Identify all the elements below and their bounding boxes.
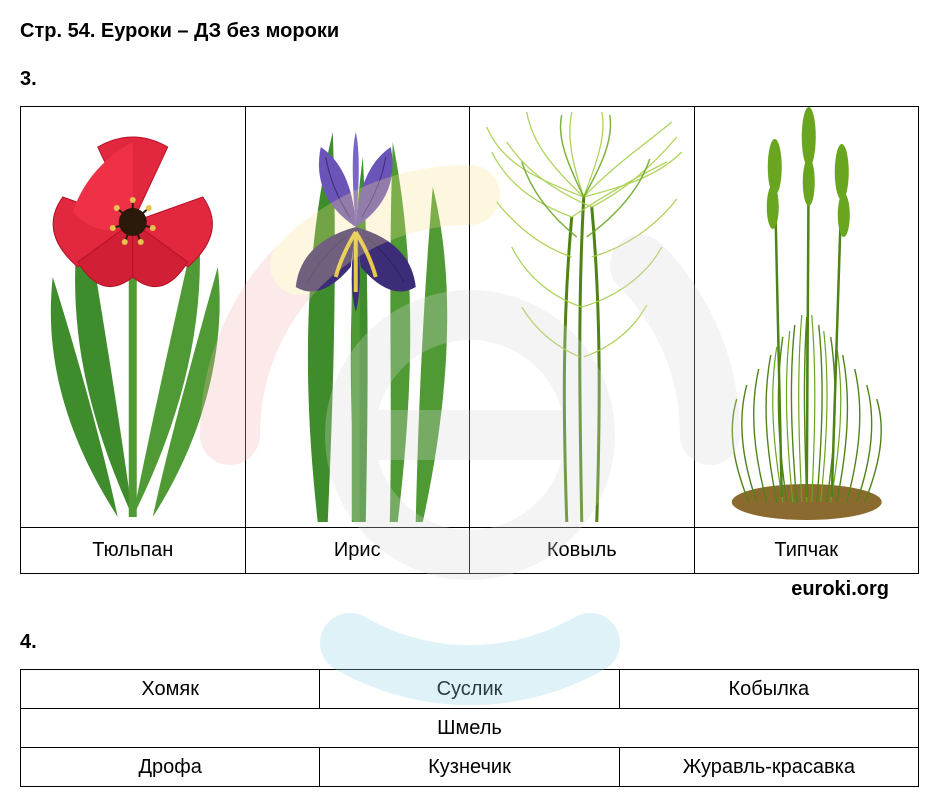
plant-label: Ирис xyxy=(245,528,470,574)
animal-cell: Кузнечик xyxy=(320,748,619,787)
section-3-number: 3. xyxy=(20,68,919,91)
animal-cell: Суслик xyxy=(320,670,619,709)
watermark-url: euroki.org xyxy=(20,578,919,601)
section-4-number: 4. xyxy=(20,631,919,654)
fescue-illustration xyxy=(695,107,919,527)
plant-image-cell xyxy=(245,107,470,528)
plant-image-cell xyxy=(694,107,919,528)
plant-label: Ковыль xyxy=(470,528,695,574)
animal-cell: Журавль-красавка xyxy=(619,748,918,787)
animal-cell: Кобылка xyxy=(619,670,918,709)
plant-image-cell xyxy=(21,107,246,528)
animal-cell: Хомяк xyxy=(21,670,320,709)
tulip-illustration xyxy=(21,107,245,527)
iris-illustration xyxy=(246,107,470,527)
plant-label: Типчак xyxy=(694,528,919,574)
page-title: Стр. 54. Еуроки – ДЗ без мороки xyxy=(20,20,919,43)
plants-table: Тюльпан Ирис Ковыль Типчак xyxy=(20,106,919,574)
plant-label: Тюльпан xyxy=(21,528,246,574)
plant-image-cell xyxy=(470,107,695,528)
feathergrass-illustration xyxy=(470,107,694,527)
animals-table: Хомяк Суслик Кобылка Шмель Дрофа Кузнечи… xyxy=(20,669,919,787)
animal-cell: Дрофа xyxy=(21,748,320,787)
animal-cell: Шмель xyxy=(21,709,919,748)
